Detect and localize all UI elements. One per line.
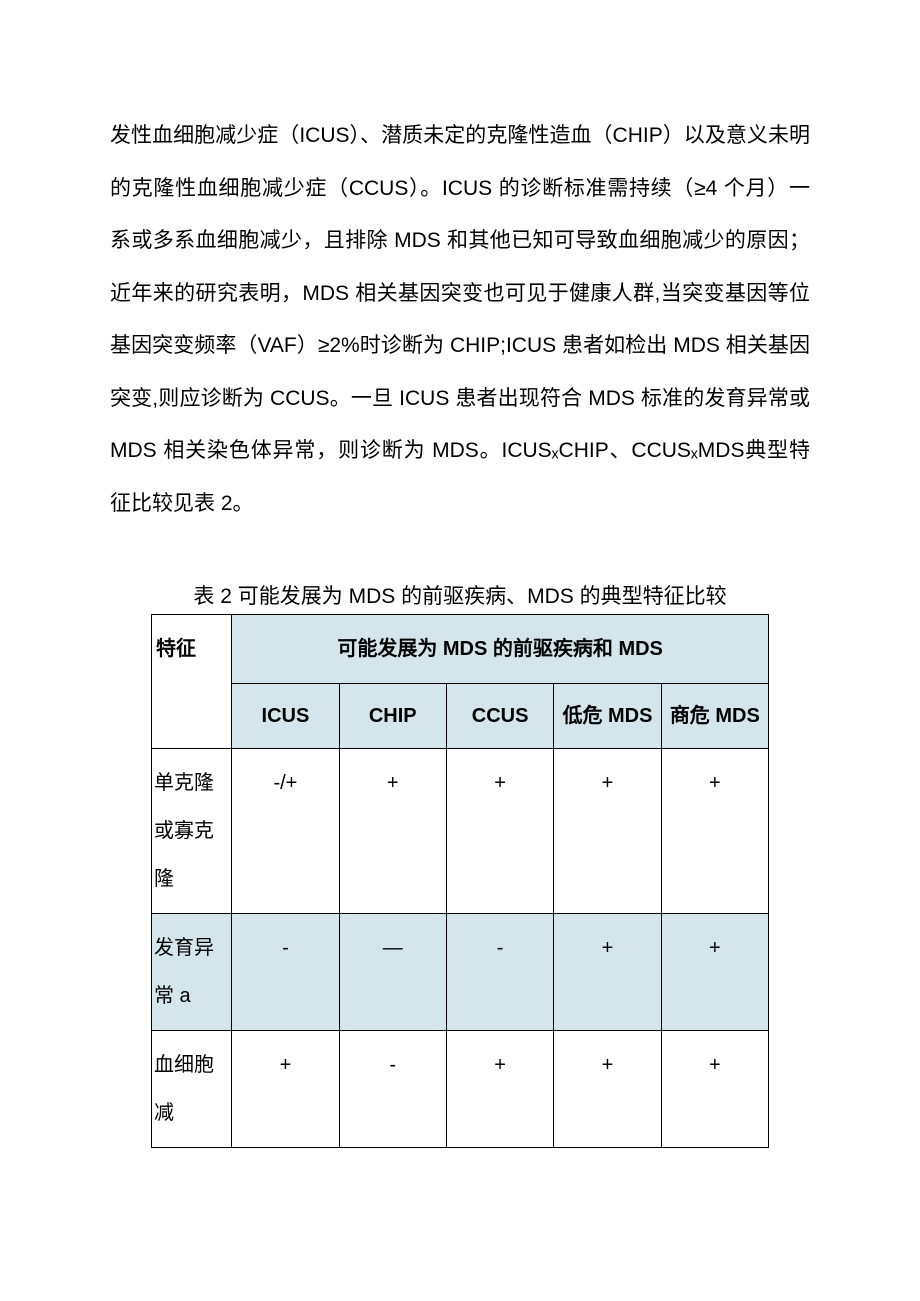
table-cell: +: [554, 914, 661, 1031]
table-cell: +: [339, 749, 446, 914]
table-cell: -: [446, 914, 553, 1031]
table-cell: -: [232, 914, 339, 1031]
row-label: 单克隆或寡克隆: [152, 749, 232, 914]
subheader-4: 商危 MDS: [661, 684, 768, 749]
table-caption: 表 2 可能发展为 MDS 的前驱疾病、MDS 的典型特征比较: [110, 580, 810, 610]
table-cell: +: [661, 749, 768, 914]
row-label: 血细胞减: [152, 1031, 232, 1148]
table-cell: +: [446, 749, 553, 914]
body-paragraph: 发性血细胞减少症（ICUS）、潜质未定的克隆性造血（CHIP）以及意义未明的克隆…: [110, 110, 810, 530]
table-cell: -/+: [232, 749, 339, 914]
table-cell: +: [661, 1031, 768, 1148]
header-feature: 特征: [152, 615, 232, 749]
row-label: 发育异常 a: [152, 914, 232, 1031]
table-row: 单克隆或寡克隆 -/+ + + + +: [152, 749, 769, 914]
table-cell: +: [554, 749, 661, 914]
subheader-3: 低危 MDS: [554, 684, 661, 749]
table-cell: +: [232, 1031, 339, 1148]
table-cell: +: [554, 1031, 661, 1148]
table-cell: -: [339, 1031, 446, 1148]
subheader-2: CCUS: [446, 684, 553, 749]
table-row: 血细胞减 + - + + +: [152, 1031, 769, 1148]
subheader-0: ICUS: [232, 684, 339, 749]
table-cell: —: [339, 914, 446, 1031]
comparison-table: 特征 可能发展为 MDS 的前驱疾病和 MDS ICUS CHIP CCUS 低…: [151, 614, 769, 1148]
table-cell: +: [661, 914, 768, 1031]
table-row: 发育异常 a - — - + +: [152, 914, 769, 1031]
header-group: 可能发展为 MDS 的前驱疾病和 MDS: [232, 615, 769, 684]
table-cell: +: [446, 1031, 553, 1148]
table-body: 单克隆或寡克隆 -/+ + + + + 发育异常 a - — - + + 血细胞…: [152, 749, 769, 1148]
subheader-1: CHIP: [339, 684, 446, 749]
